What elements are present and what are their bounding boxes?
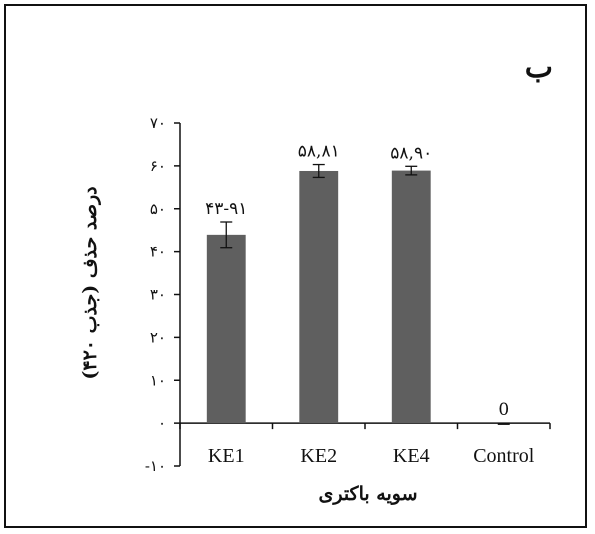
error-bar (405, 165, 418, 176)
bars-group (206, 163, 510, 425)
error-bar (312, 163, 325, 179)
data-label: ۵۸,۸۱ (298, 142, 340, 162)
bar (299, 170, 339, 424)
figure-frame (4, 4, 587, 528)
y-tick-label: ۳۰ (150, 286, 166, 304)
y-tick-label: ۰ (158, 414, 166, 432)
data-labels-group: ۴۳-۹۱ ۵۸,۸۱ ۵۸,۹۰ 0 (205, 142, 509, 421)
y-axis-title: درصد حذف (جذب ۴۲۰) (79, 186, 101, 379)
data-label: ۵۸,۹۰ (390, 143, 432, 163)
y-tick-label: ۶۰ (150, 157, 166, 175)
x-tick-label: Control (473, 445, 535, 467)
data-label: 0 (498, 400, 509, 420)
x-axis: KE1 KE2 KE4 Control (179, 422, 551, 467)
x-tick-label: KE4 (393, 445, 430, 467)
bar (206, 234, 246, 424)
data-label: ۴۳-۹۱ (205, 199, 247, 219)
y-tick-label: ۴۰ (150, 243, 166, 261)
x-tick-label: KE1 (208, 445, 245, 467)
y-tick-label: ۱۰ (150, 371, 166, 389)
bar (391, 170, 431, 424)
panel-label: ب (525, 50, 553, 85)
x-tick-label: KE2 (300, 445, 337, 467)
y-tick-label: ۲۰ (150, 328, 166, 346)
x-axis-title: سویه باکتری (318, 483, 417, 505)
y-tick-label: ۷۰ (150, 114, 166, 132)
y-tick-label: -۱۰ (145, 457, 166, 475)
y-tick-label: ۵۰ (150, 200, 166, 218)
y-axis: -۱۰ ۰ ۱۰ ۲۰ ۳۰ ۴۰ ۵۰ ۶۰ ۷۰ (145, 114, 181, 475)
error-bar (220, 221, 233, 249)
